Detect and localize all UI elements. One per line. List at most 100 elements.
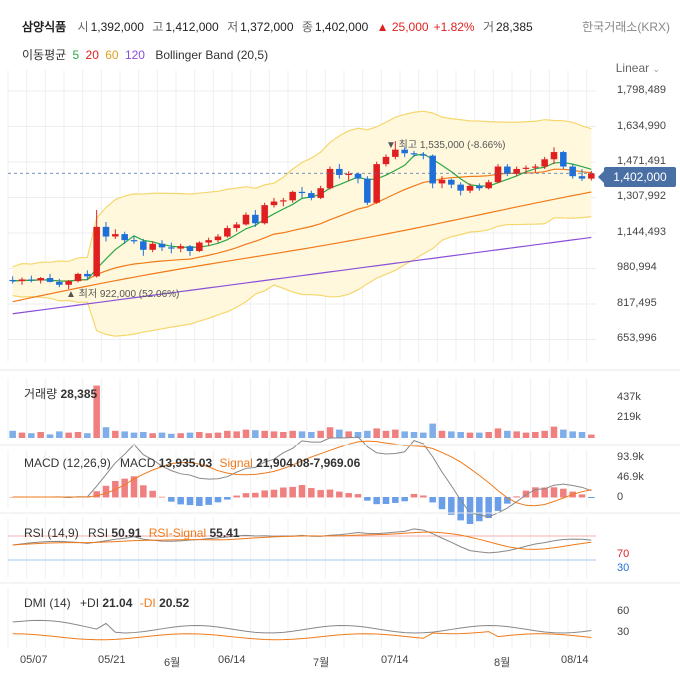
- volume-bar: [93, 385, 100, 438]
- rsi-tick: 70: [617, 548, 630, 560]
- candle-body: [9, 279, 16, 282]
- macd-histogram-bar: [345, 493, 352, 498]
- macd-hist-value: -7,969.06: [309, 456, 361, 470]
- low-label: 저: [227, 20, 239, 34]
- candle-body: [513, 168, 520, 174]
- macd-histogram-bar: [354, 494, 362, 498]
- indicator-legend: 이동평균 5 20 60 120 Bollinger Band (20,5): [22, 46, 271, 63]
- candle-body: [140, 241, 147, 250]
- high-value: 1,412,000: [165, 20, 219, 34]
- rsi-signal-label: RSI-Signal: [148, 526, 207, 540]
- candle-body: [476, 185, 483, 189]
- candle-body: [560, 152, 567, 167]
- candle-body: [336, 168, 343, 175]
- macd-histogram-bar: [205, 497, 212, 505]
- volume-bar: [326, 427, 334, 438]
- volume-bar: [168, 433, 175, 438]
- volume-bar: [224, 430, 231, 438]
- scale-toggle[interactable]: Linear ⌄: [616, 61, 660, 75]
- bb-label: Bollinger Band (20,5): [155, 48, 269, 62]
- volume-bar: [364, 430, 371, 438]
- x-tick: 8월: [494, 657, 511, 669]
- volume-bar: [317, 430, 324, 438]
- candle-body: [84, 273, 91, 277]
- macd-title: MACD (12,26,9): [24, 456, 111, 470]
- volume-bar: [578, 432, 586, 438]
- volume-bar: [522, 432, 530, 438]
- macd-histogram-bar: [578, 494, 586, 498]
- change-value: ▲ 25,000: [376, 20, 429, 34]
- close-label: 종: [301, 20, 313, 34]
- bollinger-band-area: [12, 111, 592, 337]
- candle-body: [466, 185, 474, 191]
- macd-tick: 93.9k: [617, 451, 644, 463]
- candle-body: [494, 166, 502, 183]
- candle-body: [149, 243, 156, 250]
- ma60-line: [12, 191, 592, 303]
- scale-mode: Linear: [615, 61, 650, 75]
- ma120-label: 120: [124, 48, 145, 62]
- close-value: 1,402,000: [314, 20, 369, 34]
- volume-bar: [280, 432, 287, 438]
- volume-bar: [158, 432, 166, 438]
- volume-bar: [345, 431, 352, 438]
- macd-histogram-bar: [102, 485, 110, 498]
- candle-body: [429, 155, 436, 184]
- macd-histogram-bar: [261, 490, 268, 498]
- candle-body: [186, 246, 194, 251]
- macd-histogram-bar: [532, 487, 539, 498]
- candle-body: [74, 273, 82, 282]
- rsi-line: [12, 528, 592, 554]
- volume-bar: [410, 432, 418, 438]
- candle-body: [420, 154, 427, 156]
- volume-label: 거: [482, 20, 494, 34]
- volume-bar: [149, 433, 156, 438]
- low-annotation: ▲ 최저 922,000 (52.06%): [66, 289, 180, 300]
- candle-body: [102, 226, 110, 237]
- macd-histogram-bar: [326, 489, 334, 498]
- rsi-tick: 30: [617, 562, 630, 574]
- volume-bar: [457, 432, 464, 438]
- volume-bar: [37, 432, 44, 438]
- macd-signal-label: Signal: [219, 456, 253, 470]
- mdi-line: [12, 631, 592, 641]
- candle-body: [401, 149, 408, 154]
- candle-body: [280, 200, 287, 202]
- x-tick: 05/07: [20, 654, 48, 666]
- volume-bar: [28, 433, 35, 438]
- change-pct: +1.82%: [433, 20, 475, 34]
- macd-histogram-bar: [457, 497, 464, 521]
- open-value: 1,392,000: [90, 20, 144, 34]
- dmi-panel-label: DMI (14) +DI 21.04 -DI 20.52: [24, 596, 189, 610]
- macd-tick: 46.9k: [617, 471, 644, 483]
- candle-body: [354, 173, 362, 179]
- price-tick: 1,634,990: [617, 120, 666, 132]
- candle-body: [46, 278, 54, 282]
- candle-body: [252, 214, 259, 224]
- rsi-panel-label: RSI (14,9) RSI 50.91 RSI-Signal 55.41: [24, 526, 240, 540]
- macd-value: 13,935.03: [158, 456, 213, 470]
- candle-body: [270, 201, 278, 206]
- candle-body: [233, 224, 240, 229]
- volume-bar: [569, 431, 576, 438]
- macd-tick: 0: [617, 491, 624, 503]
- candle-body: [392, 149, 399, 157]
- volume-bar: [588, 434, 595, 438]
- candle-body: [224, 228, 231, 237]
- volume-bar: [494, 428, 502, 438]
- bollinger-upper-line: [12, 110, 592, 268]
- volume-panel-title: 거래량: [24, 387, 58, 401]
- volume-bar: [504, 430, 511, 438]
- volume-bar: [560, 429, 567, 438]
- stock-name: 삼양식품: [22, 20, 67, 34]
- candle-body: [410, 153, 418, 155]
- candle-body: [196, 242, 203, 251]
- volume-bar: [74, 432, 82, 438]
- macd-histogram-bar: [233, 495, 240, 498]
- macd-histogram-bar: [373, 497, 380, 505]
- macd-histogram-bar: [382, 497, 390, 505]
- chevron-down-icon: ⌄: [652, 64, 660, 74]
- macd-histogram-bar: [130, 476, 138, 498]
- candle-body: [438, 179, 446, 184]
